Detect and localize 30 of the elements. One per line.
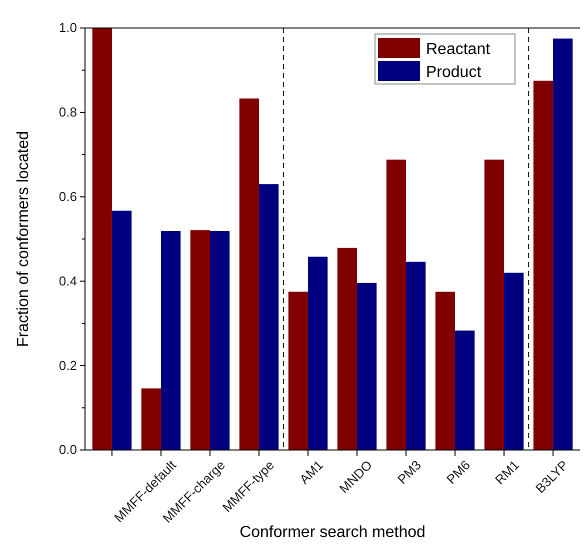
bar bbox=[239, 98, 259, 450]
y-tick-label: 0.0 bbox=[58, 442, 77, 458]
bar bbox=[553, 38, 573, 450]
y-tick-label: 0.8 bbox=[58, 104, 77, 120]
bar bbox=[533, 80, 554, 450]
bar bbox=[190, 230, 210, 450]
bar bbox=[504, 272, 524, 450]
y-tick-label: 0.4 bbox=[58, 273, 77, 288]
legend-label: Reactant bbox=[426, 41, 491, 58]
bar bbox=[288, 292, 308, 450]
bar bbox=[455, 330, 475, 450]
bar bbox=[160, 230, 181, 450]
y-tick-label: 1.0 bbox=[58, 20, 77, 36]
bar bbox=[406, 262, 426, 450]
y-tick-label: 0.6 bbox=[58, 188, 77, 204]
bar bbox=[308, 256, 328, 450]
bar bbox=[337, 248, 358, 450]
bar bbox=[210, 230, 230, 450]
y-axis-title: Fraction of conformers located bbox=[15, 130, 32, 348]
bar bbox=[112, 210, 132, 450]
x-axis-title: Conformer search method bbox=[240, 524, 426, 541]
legend-label: Product bbox=[426, 64, 482, 81]
bar bbox=[435, 292, 456, 450]
bar bbox=[92, 28, 112, 450]
bar bbox=[484, 160, 504, 450]
bar bbox=[258, 184, 279, 450]
bar bbox=[141, 388, 161, 450]
bar bbox=[357, 282, 377, 450]
bar bbox=[386, 160, 406, 450]
y-tick-label: 0.2 bbox=[58, 358, 77, 373]
